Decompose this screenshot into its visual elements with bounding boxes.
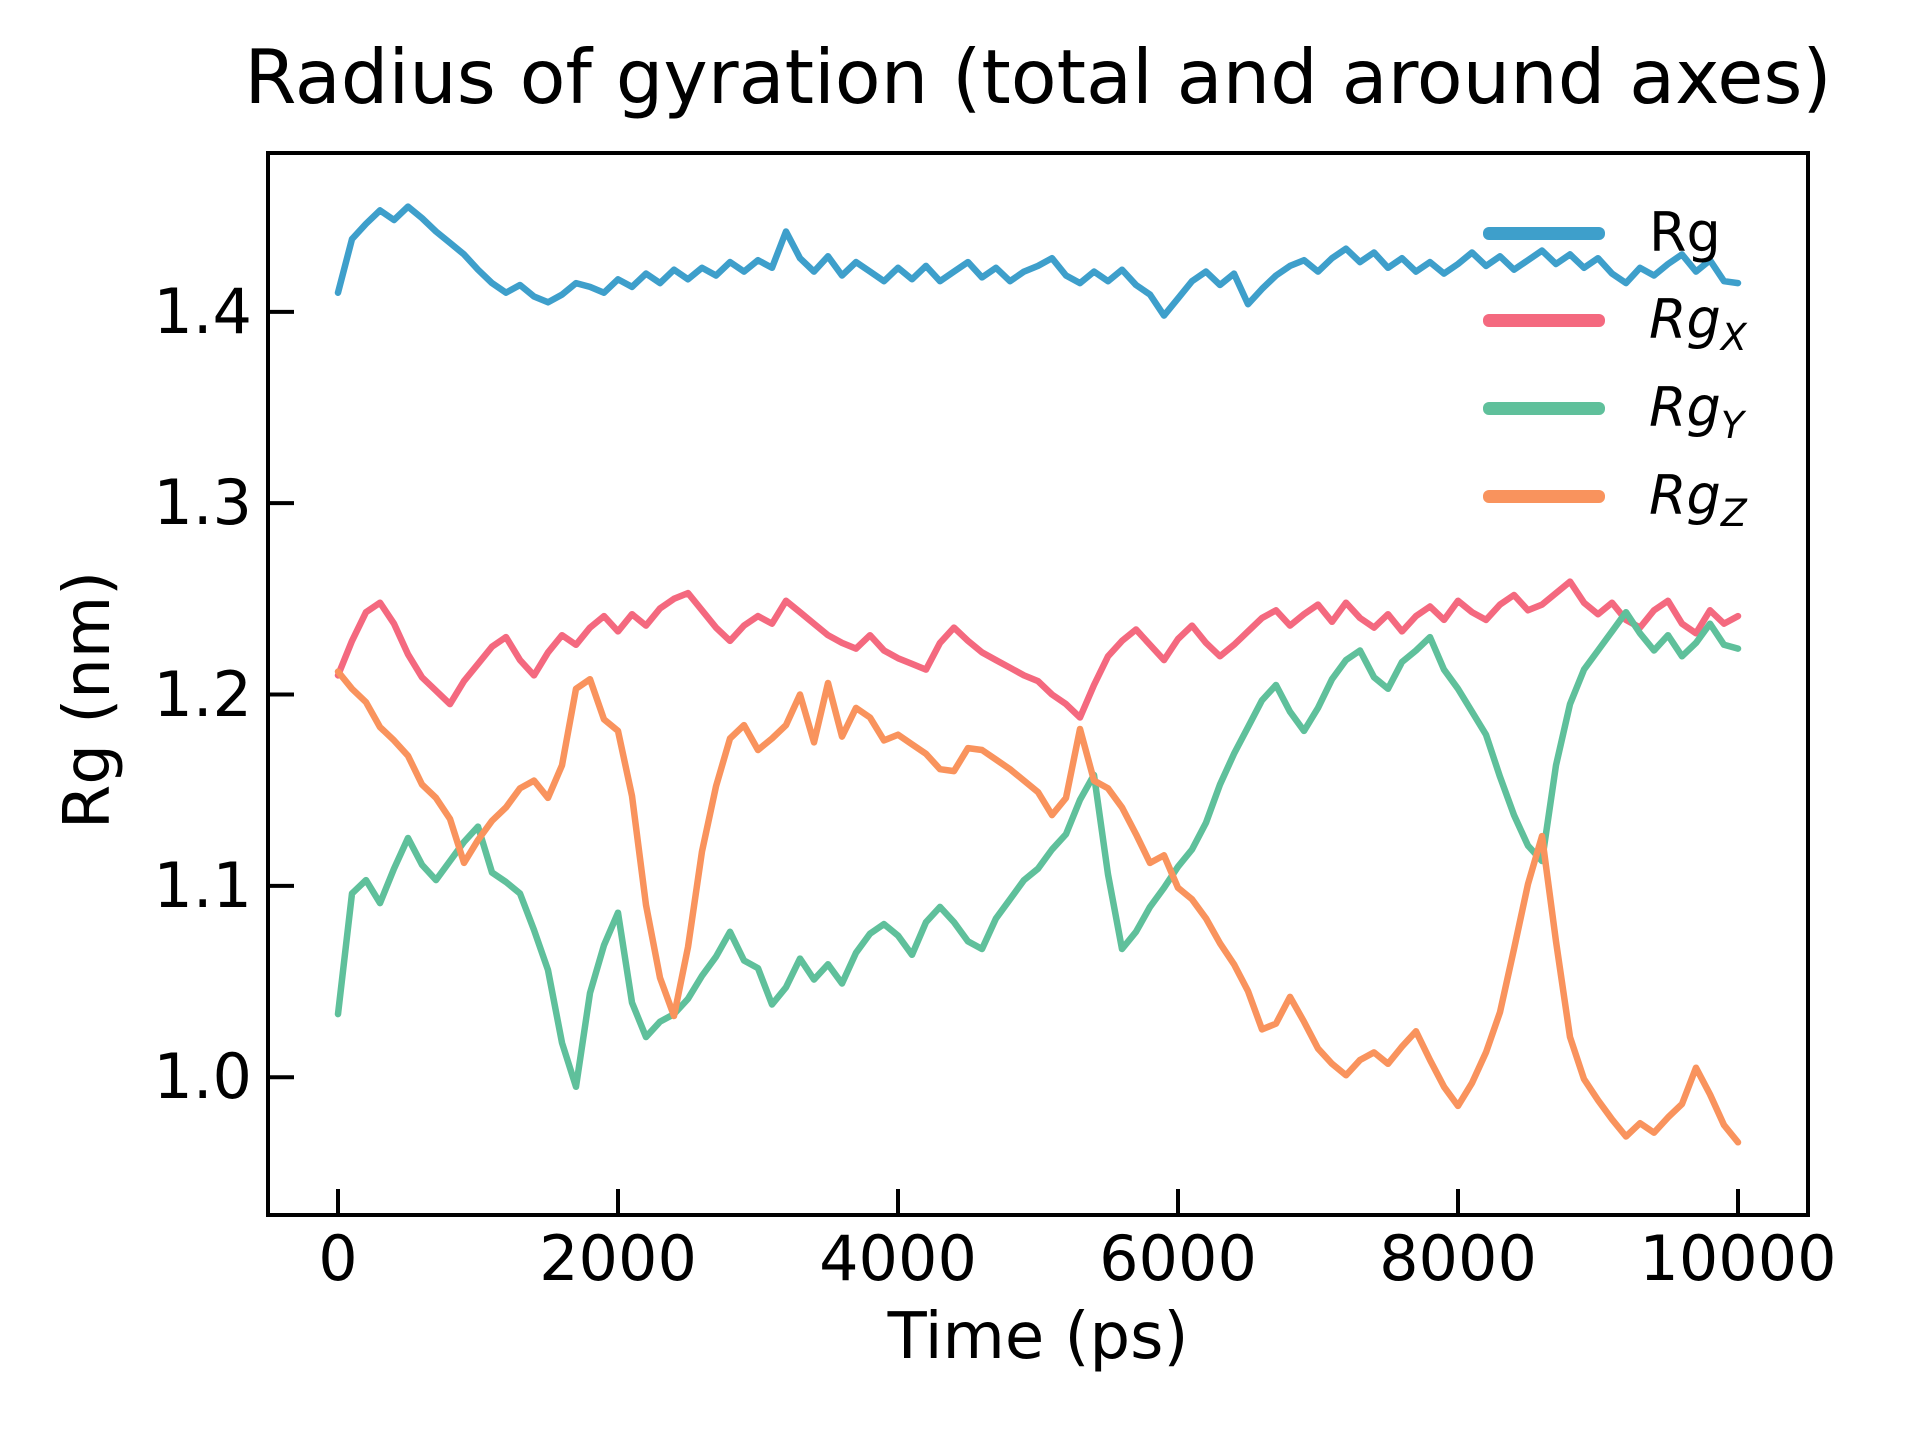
- y-tick-label-1.2: 1.2: [153, 657, 252, 731]
- y-tick-label-1.1: 1.1: [153, 848, 252, 922]
- y-tick-label-1.3: 1.3: [153, 466, 252, 540]
- axes-frame: [266, 151, 1810, 1217]
- series-line-rgx: [334, 578, 1742, 721]
- y-tick-label-1.0: 1.0: [153, 1040, 252, 1114]
- legend-item-rg: Rg: [1483, 206, 1721, 260]
- series-line-rgz: [334, 668, 1742, 1146]
- legend-label-rgx: RgX: [1649, 288, 1747, 359]
- legend-swatch-rgy: [1483, 401, 1605, 415]
- legend-label-rg: Rg: [1649, 201, 1721, 264]
- x-tick-label-8000: 8000: [1379, 1222, 1537, 1295]
- x-axis-label: Time (ps): [887, 1300, 1189, 1374]
- y-tick-label-1.4: 1.4: [153, 274, 252, 348]
- x-tick-label-0: 0: [318, 1222, 358, 1295]
- x-tick-label-4000: 4000: [819, 1222, 977, 1295]
- legend-label-rgz: RgZ: [1649, 464, 1747, 535]
- legend-label-rgy: RgY: [1649, 376, 1744, 447]
- chart-title: Radius of gyration (total and around axe…: [244, 33, 1832, 121]
- x-tick-label-6000: 6000: [1099, 1222, 1257, 1295]
- legend-item-rgz: RgZ: [1483, 464, 1747, 535]
- legend-item-rgy: RgY: [1483, 376, 1744, 447]
- legend-item-rgx: RgX: [1483, 288, 1747, 359]
- legend-swatch-rgz: [1483, 489, 1605, 503]
- series-line-rgy: [334, 608, 1742, 1091]
- legend-swatch-rg: [1483, 226, 1605, 240]
- legend-swatch-rgx: [1483, 313, 1605, 327]
- x-tick-label-10000: 10000: [1639, 1222, 1837, 1295]
- series-line-rg: [334, 203, 1742, 319]
- x-tick-label-2000: 2000: [539, 1222, 697, 1295]
